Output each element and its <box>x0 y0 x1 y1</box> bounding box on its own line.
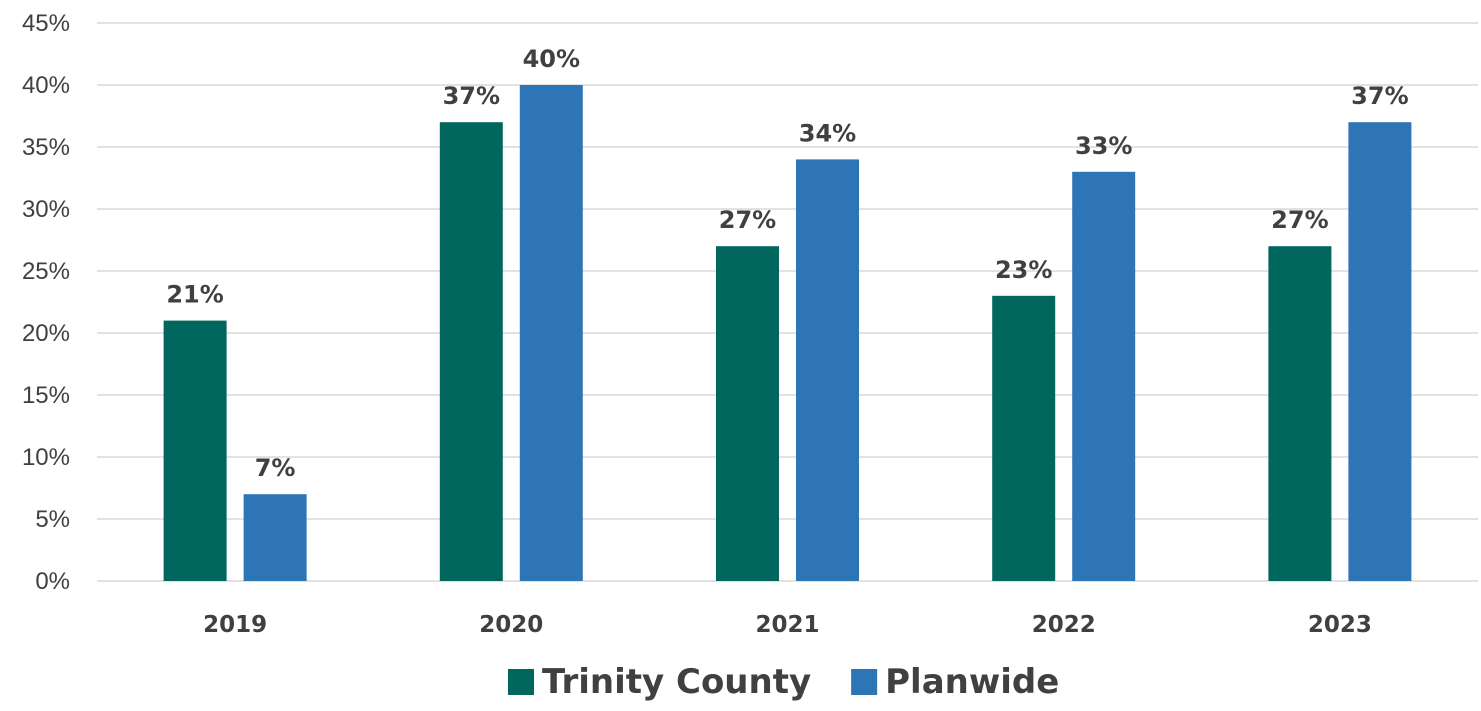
legend-label: Planwide <box>885 662 1059 702</box>
y-tick-label: 30% <box>22 196 70 223</box>
bar-planwide-2020 <box>519 85 583 581</box>
legend-swatch <box>851 669 878 695</box>
data-labels: 21% 7% 37% 40% 27% 34% 23% 33% 27% 37% <box>166 45 1408 482</box>
y-tick-label: 40% <box>22 72 70 99</box>
data-label: 23% <box>995 256 1052 284</box>
x-category-label: 2021 <box>755 612 819 638</box>
data-label: 7% <box>255 454 296 482</box>
y-tick-label: 5% <box>35 506 70 533</box>
bar-planwide-2022 <box>1072 171 1136 582</box>
x-category-label: 2022 <box>1032 612 1096 638</box>
data-label: 37% <box>1351 82 1408 110</box>
bar-planwide-2021 <box>796 159 859 581</box>
x-category-label: 2020 <box>479 612 543 638</box>
data-label: 21% <box>166 281 223 309</box>
bar-trinity-county-2022 <box>992 295 1056 581</box>
data-label: 37% <box>443 82 500 110</box>
data-label: 33% <box>1075 132 1132 160</box>
y-tick-label: 35% <box>22 134 70 161</box>
legend-label: Trinity County <box>542 662 811 702</box>
bar-planwide-2019 <box>243 494 307 581</box>
bar-planwide-2023 <box>1348 122 1412 581</box>
x-category-label: 2019 <box>203 612 267 638</box>
y-tick-label: 10% <box>22 444 70 471</box>
y-axis-tick-labels: 0% 5% 10% 15% 20% 25% 30% 35% 40% 45% <box>22 10 70 595</box>
data-label: 40% <box>523 45 580 73</box>
x-category-label: 2023 <box>1308 612 1372 638</box>
data-label: 34% <box>799 119 856 147</box>
x-axis-category-labels: 2019 2020 2021 2022 2023 <box>203 612 1372 638</box>
bar-trinity-county-2020 <box>439 122 503 581</box>
legend: Trinity County Planwide <box>508 662 1059 702</box>
y-tick-label: 45% <box>22 10 70 37</box>
data-label: 27% <box>719 206 776 234</box>
legend-swatch <box>508 669 534 695</box>
bar-trinity-county-2021 <box>716 246 779 581</box>
bar-trinity-county-2023 <box>1268 246 1332 581</box>
y-tick-label: 25% <box>22 258 70 285</box>
y-tick-label: 0% <box>35 568 70 595</box>
data-label: 27% <box>1271 206 1328 234</box>
gridlines <box>97 22 1478 582</box>
y-tick-label: 15% <box>22 382 70 409</box>
y-tick-label: 20% <box>22 320 70 347</box>
bars <box>163 85 1412 582</box>
bar-trinity-county-2019 <box>163 320 227 581</box>
